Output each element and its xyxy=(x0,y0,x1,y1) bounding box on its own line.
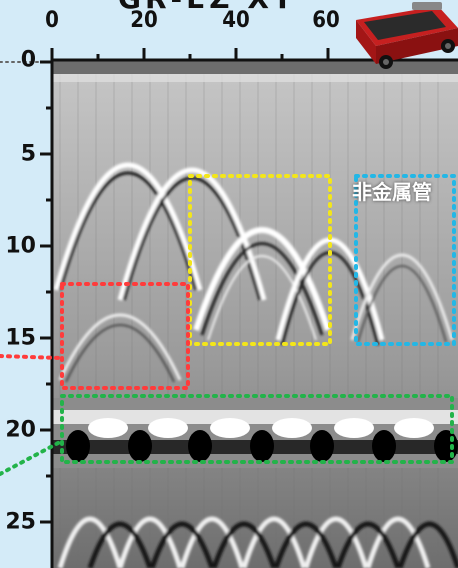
y-tick-label: 25 xyxy=(5,509,36,535)
y-tick-label: 5 xyxy=(20,141,36,167)
y-tick-label: 20 xyxy=(5,417,36,443)
x-tick-label: 60 xyxy=(312,8,340,33)
y-tick-label: 0 xyxy=(20,47,36,73)
x-tick-label: 0 xyxy=(45,8,59,33)
red-highlight-box xyxy=(60,282,190,390)
x-tick-label: 20 xyxy=(130,8,158,33)
ground-penetrating-radar-device-icon xyxy=(356,2,458,69)
yellow-highlight-box xyxy=(188,174,332,346)
x-tick-label: 40 xyxy=(222,8,250,33)
y-tick-label: 15 xyxy=(5,325,36,351)
red-leader-line xyxy=(0,354,62,360)
green-highlight-box xyxy=(60,394,454,464)
scan-image xyxy=(52,60,458,568)
green-leader-line xyxy=(0,440,62,476)
y-tick-label: 10 xyxy=(5,233,36,259)
device-title: GR-EZ XT xyxy=(118,0,296,15)
cyan-highlight-box xyxy=(354,174,456,346)
non-metallic-pipe-label: 非金属管 xyxy=(352,180,432,204)
